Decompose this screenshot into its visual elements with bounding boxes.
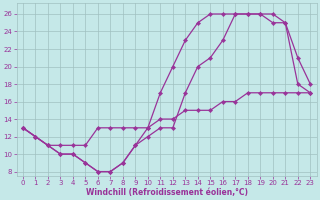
X-axis label: Windchill (Refroidissement éolien,°C): Windchill (Refroidissement éolien,°C) [85, 188, 248, 197]
